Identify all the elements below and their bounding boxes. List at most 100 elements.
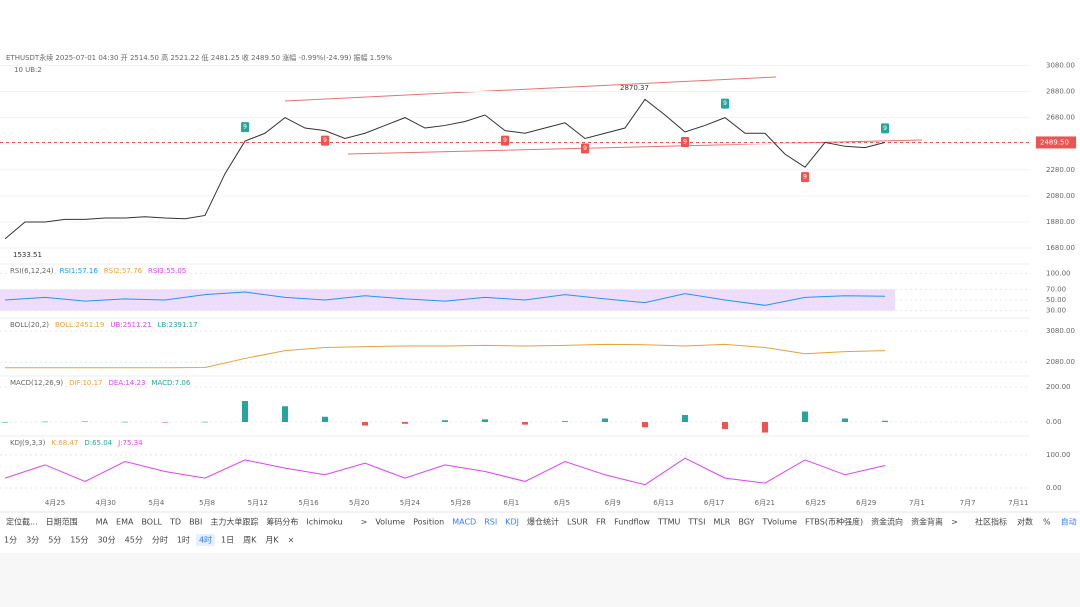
toolbar-item[interactable]: 对数	[1017, 517, 1033, 527]
x-tick-label: 5月12	[248, 499, 268, 507]
toolbar-item[interactable]: Ichimoku	[306, 518, 342, 527]
toolbar-item[interactable]: Volume	[375, 518, 405, 527]
interval-button[interactable]: 周K	[243, 536, 257, 545]
macd-bar	[522, 422, 528, 425]
x-tick-label: 6月5	[554, 499, 570, 507]
toolbar-item[interactable]: TVolume	[761, 518, 797, 527]
toolbar-item[interactable]: EMA	[116, 518, 134, 527]
x-tick-label: 7月11	[1008, 499, 1028, 507]
y-tick-label: 30.00	[1046, 307, 1066, 315]
macd-bar	[722, 422, 728, 430]
toolbar-item[interactable]: 筹码分布	[266, 517, 298, 527]
header-line: ETHUSDT永续 2025-07-01 04:30 开 2514.50 高 2…	[6, 53, 392, 62]
y-tick-label: 3080.00	[1046, 327, 1075, 335]
y-tick-label: 100.00	[1046, 451, 1071, 459]
toolbar-item[interactable]: MACD	[452, 518, 476, 527]
interval-button[interactable]: 15分	[70, 536, 88, 545]
x-tick-label: 6月13	[653, 499, 673, 507]
macd-bar	[282, 406, 288, 423]
last-price-box	[1036, 136, 1076, 149]
x-tick-label: 6月25	[805, 499, 825, 507]
interval-button[interactable]: ×	[288, 536, 295, 545]
toolbar-item[interactable]: 资金背离	[911, 517, 943, 527]
y-tick-label: 100.00	[1046, 269, 1071, 277]
toolbar-item[interactable]: %	[1043, 518, 1051, 527]
toolbar-item[interactable]: KDJ	[505, 518, 519, 527]
toolbar-item[interactable]: 社区指标	[975, 517, 1007, 527]
indicator-title: MACD(12,26,9)	[10, 379, 63, 387]
macd-bar	[762, 422, 768, 433]
indicator-value: MACD:7.06	[151, 379, 190, 387]
indicator-value: UB:2511.21	[110, 321, 151, 329]
toolbar-item[interactable]: BBI	[189, 518, 202, 527]
interval-button[interactable]: 1时	[177, 535, 190, 545]
channel-line	[284, 76, 777, 102]
x-tick-label: 5月28	[450, 499, 470, 507]
toolbar-item[interactable]: Position	[413, 518, 444, 527]
macd-bar	[842, 418, 848, 423]
toolbar-item[interactable]: RSI	[484, 518, 497, 527]
price-line	[4, 98, 886, 240]
interval-button[interactable]: 5分	[48, 536, 61, 545]
macd-bar	[322, 416, 328, 423]
toolbar-item[interactable]: TD	[169, 518, 181, 527]
macd-bar	[642, 422, 648, 428]
interval-button[interactable]: 月K	[265, 536, 279, 545]
interval-button[interactable]: 30分	[97, 536, 115, 545]
toolbar-item[interactable]: 定位截...	[6, 517, 38, 527]
indicator-value: DEA:14.23	[109, 379, 146, 387]
macd-bar	[362, 422, 368, 426]
interval-button[interactable]: 4时	[199, 535, 212, 545]
toolbar-item[interactable]: 日期范围	[46, 517, 78, 527]
toolbar-item[interactable]: TTMU	[657, 518, 681, 527]
last-price-label: 2489.50	[1040, 138, 1069, 146]
td-label: 9	[883, 125, 887, 132]
interval-button[interactable]: 3分	[26, 536, 39, 545]
td-label: 9	[583, 145, 587, 152]
y-tick-label: 1880.00	[1046, 218, 1075, 226]
rsi-band	[0, 289, 895, 311]
toolbar-item[interactable]: TTSI	[687, 518, 705, 527]
toolbar-item[interactable]: 爆仓统计	[527, 517, 559, 527]
toolbar-item[interactable]: LSUR	[567, 518, 588, 527]
td-mark	[881, 123, 889, 134]
toolbar-item[interactable]: 自动	[1061, 517, 1077, 527]
td-mark	[681, 136, 689, 147]
x-tick-label: 5月20	[349, 499, 369, 507]
indicator-line	[5, 343, 886, 369]
low-label: 1533.51	[13, 251, 42, 259]
indicator-value: BOLL:2451.19	[55, 321, 104, 329]
y-tick-label: 2080.00	[1046, 358, 1075, 366]
toolbar-item[interactable]: 主力大单跟踪	[210, 517, 258, 527]
active-interval-bg	[195, 534, 216, 546]
toolbar-item[interactable]: FR	[596, 518, 607, 527]
x-tick-label: 6月21	[755, 499, 775, 507]
interval-button[interactable]: 1日	[221, 536, 234, 545]
indicator-value: K:68.47	[51, 439, 78, 447]
y-tick-label: 2080.00	[1046, 192, 1075, 200]
x-tick-label: 6月29	[856, 499, 876, 507]
toolbar-item[interactable]: BGY	[738, 518, 754, 527]
interval-button[interactable]: 1分	[4, 536, 17, 545]
toolbar-item[interactable]: MA	[96, 518, 109, 527]
toolbar-item[interactable]: MLR	[713, 518, 730, 527]
td-label: 9	[683, 138, 687, 145]
x-tick-label: 4月30	[96, 499, 116, 507]
interval-button[interactable]: 分时	[152, 535, 168, 545]
interval-button[interactable]: 45分	[125, 536, 143, 545]
toolbar-item[interactable]: >	[951, 518, 958, 527]
y-tick-label: 2280.00	[1046, 166, 1075, 174]
td-mark	[501, 135, 509, 146]
toolbar-item[interactable]: BOLL	[141, 518, 162, 527]
toolbar-item[interactable]: Fundflow	[614, 518, 650, 527]
macd-bar	[602, 418, 608, 423]
x-tick-label: 7月7	[960, 499, 976, 507]
y-tick-label: 2680.00	[1046, 114, 1075, 122]
toolbar-item[interactable]: FTBS(币种强度)	[805, 517, 863, 527]
toolbar-item[interactable]: 资金流向	[871, 517, 903, 527]
macd-bar	[402, 422, 408, 424]
macd-bar	[882, 420, 888, 423]
td-label: 9	[503, 137, 507, 144]
toolbar-item[interactable]: >	[361, 518, 368, 527]
y-tick-label: 1680.00	[1046, 244, 1075, 252]
